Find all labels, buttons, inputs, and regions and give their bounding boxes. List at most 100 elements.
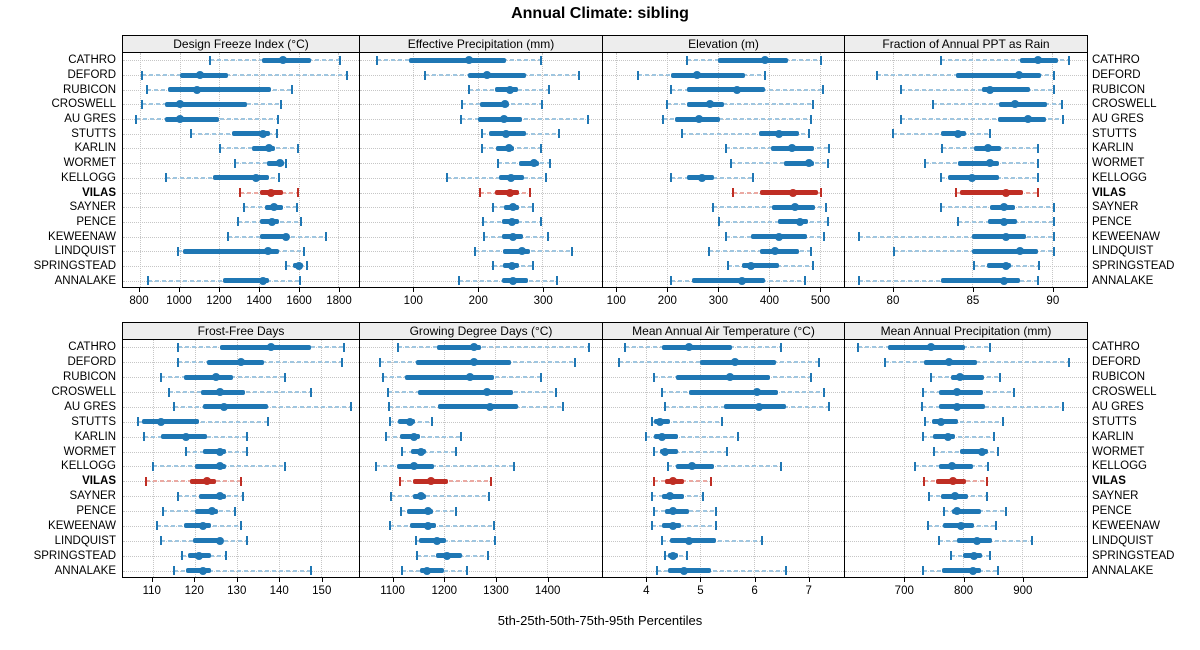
median-dot — [948, 462, 957, 471]
whisker-cap — [996, 447, 999, 457]
median-dot — [266, 343, 275, 352]
iqr-bar — [194, 508, 218, 514]
iqr-bar — [959, 190, 1024, 196]
median-dot — [506, 173, 515, 182]
range-line-croswell — [932, 103, 1062, 106]
x-gridline — [321, 340, 323, 577]
site-label-rubicon: RUBICON — [62, 83, 116, 96]
whisker-cap — [927, 521, 930, 531]
whisker-cap — [779, 461, 782, 471]
whisker-cap — [661, 114, 664, 124]
whisker-cap — [858, 232, 861, 242]
median-dot — [955, 373, 964, 382]
panel-mean-annual-air-temperature-c: Mean Annual Air Temperature (°C) 4 5 6 7 — [603, 322, 845, 610]
range-line-sayner — [390, 495, 490, 498]
median-dot — [196, 71, 205, 80]
site-label-lindquist: LINDQUIST — [1092, 245, 1154, 258]
range-line-au-gres — [662, 118, 812, 121]
whisker-cap — [415, 536, 418, 546]
site-label-karlin: KARLIN — [74, 430, 116, 443]
median-dot — [417, 447, 426, 456]
iqr-bar — [213, 175, 269, 181]
site-label-springstead: SPRINGSTEAD — [33, 259, 116, 272]
whisker-cap — [913, 461, 916, 471]
iqr-bar — [741, 263, 779, 269]
median-dot — [685, 343, 694, 352]
site-label-annalake: ANNALAKE — [54, 274, 116, 287]
site-label-pence: PENCE — [1092, 505, 1132, 518]
whisker-cap — [155, 521, 158, 531]
whisker-cap — [539, 143, 542, 153]
whisker-cap — [299, 276, 302, 286]
whisker-cap — [883, 357, 886, 367]
median-dot — [695, 115, 704, 124]
median-dot — [500, 115, 509, 124]
whisker-cap — [921, 566, 924, 576]
site-label-cathro: CATHRO — [68, 54, 116, 67]
chart-title: Annual Climate: sibling — [511, 5, 689, 22]
x-gridline — [338, 53, 340, 287]
site-label-keweenaw: KEWEENAW — [48, 230, 116, 243]
whisker-cap — [445, 173, 448, 183]
range-line-wormet — [402, 450, 456, 453]
whisker-cap — [277, 173, 280, 183]
site-label-vilas: VILAS — [1092, 186, 1126, 199]
site-label-wormet: WORMET — [63, 445, 116, 458]
whisker-cap — [303, 246, 306, 256]
whisker-cap — [349, 402, 352, 412]
median-dot — [509, 276, 518, 285]
median-dot — [156, 417, 165, 426]
site-label-pence: PENCE — [1092, 215, 1132, 228]
whisker-cap — [928, 491, 931, 501]
iqr-bar — [759, 190, 819, 196]
median-dot — [927, 343, 936, 352]
median-dot — [746, 261, 755, 270]
x-tick — [321, 578, 323, 582]
whisker-cap — [176, 357, 179, 367]
row-gridline — [360, 511, 602, 513]
whisker-cap — [239, 188, 241, 198]
x-tick-label: 5 — [697, 585, 704, 597]
site-labels-right: CATHRO DEFORD RUBICON CROSWELL AU GRES STUTTS… — [1092, 322, 1198, 578]
whisker-cap — [172, 402, 175, 412]
x-gridline — [963, 340, 965, 577]
x-tick — [236, 578, 238, 582]
site-label-lindquist: LINDQUIST — [54, 245, 116, 258]
whisker-cap — [284, 158, 287, 168]
median-dot — [423, 566, 432, 575]
iqr-bar — [251, 145, 275, 151]
row-gridline — [603, 555, 844, 557]
whisker-cap — [473, 246, 476, 256]
site-labels-right: CATHRO DEFORD RUBICON CROSWELL AU GRES STUTTS… — [1092, 35, 1198, 288]
median-dot — [943, 432, 952, 441]
whisker-cap — [557, 129, 560, 139]
x-tick-label: 700 — [894, 585, 914, 597]
whisker-cap — [140, 99, 143, 109]
whisker-cap — [809, 372, 812, 382]
whisker-cap — [548, 158, 551, 168]
whisker-cap — [151, 461, 154, 471]
iqr-bar — [184, 523, 212, 529]
median-dot — [956, 521, 965, 530]
whisker-cap — [325, 232, 328, 242]
x-gridline — [646, 340, 648, 577]
median-dot — [1000, 203, 1009, 212]
whisker-cap — [822, 85, 825, 95]
whisker-cap — [1061, 402, 1064, 412]
median-dot — [985, 159, 994, 168]
x-tick — [194, 578, 196, 582]
x-gridline — [753, 340, 755, 577]
whisker-cap — [233, 506, 236, 516]
range-line-au-gres — [460, 118, 588, 121]
whisker-cap — [227, 232, 230, 242]
x-gridline — [495, 340, 497, 577]
whisker-cap — [140, 70, 143, 80]
median-dot — [215, 536, 224, 545]
iqr-bar — [190, 478, 216, 484]
whisker-cap — [574, 357, 577, 367]
iqr-bar — [503, 248, 531, 254]
x-tick-label: 800 — [129, 295, 149, 307]
whisker-cap — [529, 188, 532, 198]
whisker-cap — [858, 276, 861, 286]
row-gridline — [603, 421, 844, 423]
